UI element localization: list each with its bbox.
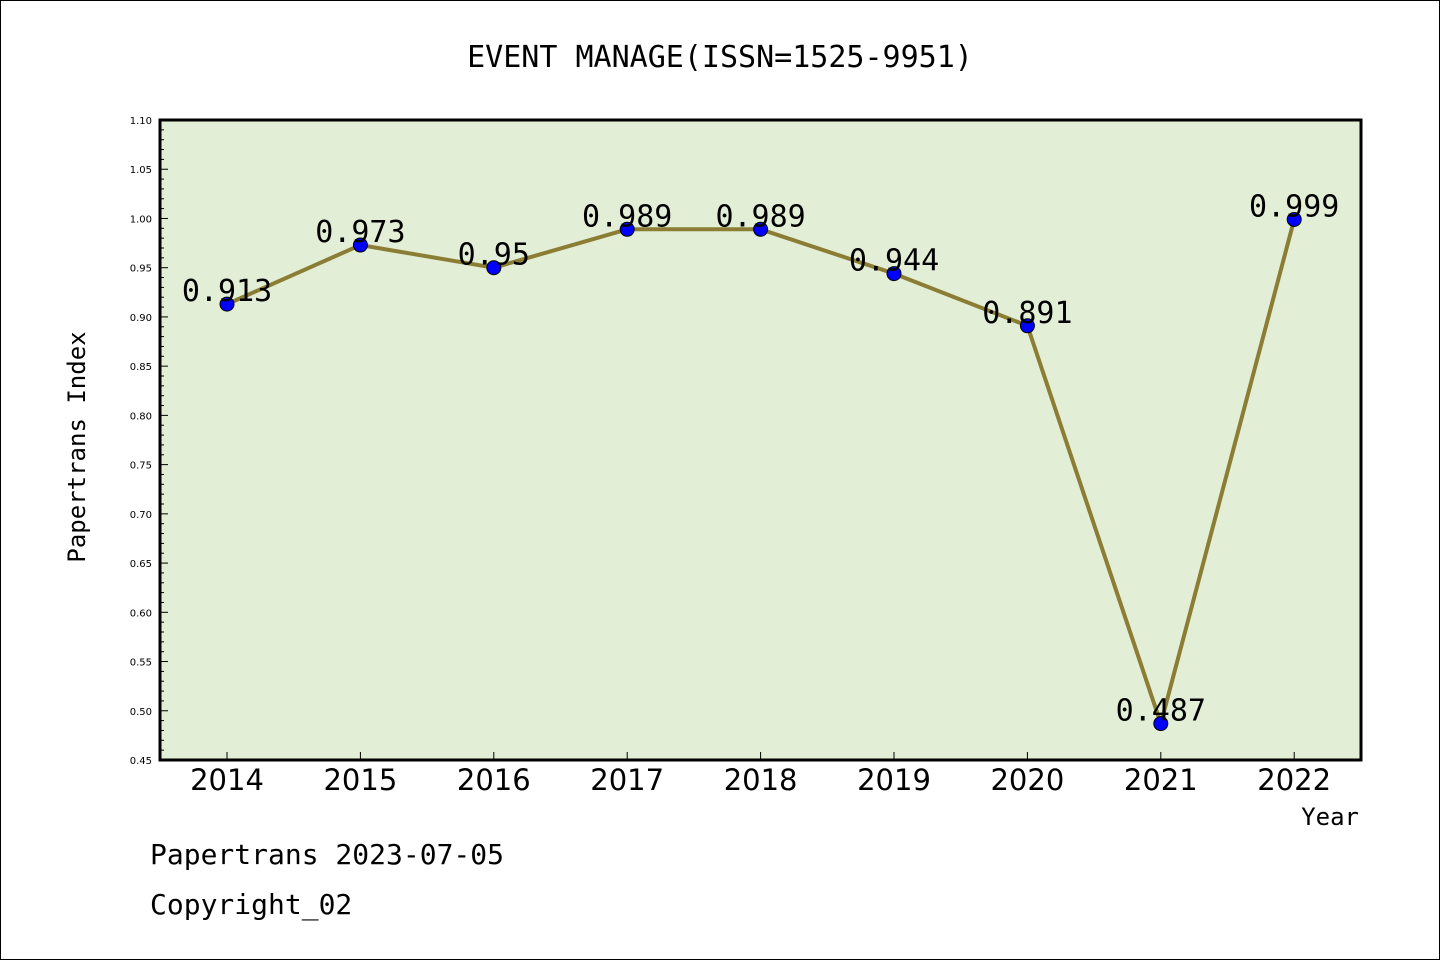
- footer-date: Papertrans 2023-07-05: [150, 838, 504, 871]
- y-tick-label: 1.10: [130, 116, 152, 127]
- x-tick-label: 2014: [190, 763, 264, 797]
- x-axis-label: Year: [1301, 803, 1359, 831]
- footer-copyright: Copyright_02: [150, 888, 352, 922]
- data-series: 0.913 0.973 0.95 0.989 0.989 0.944 0.891 0.487 0…: [182, 189, 1339, 732]
- y-tick-label: 0.90: [130, 313, 152, 324]
- data-point: [619, 221, 635, 237]
- plot-border: [158, 118, 1363, 762]
- data-label: 0.913: [182, 274, 272, 309]
- y-tick-label: 1.05: [130, 165, 152, 176]
- x-tick-label: 2018: [724, 763, 798, 797]
- x-tick-label: 2021: [1124, 763, 1198, 797]
- y-axis: 0.45 0.50 0.55 0.60 0.65 0.70 0.75 0.80 0.85 0.90…: [130, 116, 168, 767]
- y-tick-label: 0.80: [130, 411, 152, 422]
- y-tick-label: 0.70: [130, 510, 152, 521]
- x-tick-label: 2020: [990, 763, 1064, 797]
- data-point: [219, 296, 235, 312]
- data-point: [486, 260, 502, 276]
- y-tick-label: 0.75: [130, 461, 152, 472]
- data-point: [1019, 318, 1035, 334]
- y-tick-label: 0.55: [130, 658, 152, 669]
- data-label: 0.487: [1116, 694, 1206, 729]
- data-label: 0.989: [715, 199, 805, 234]
- data-label: 0.999: [1249, 189, 1339, 224]
- data-label: 0.973: [315, 215, 405, 250]
- y-tick-label: 1.00: [130, 214, 152, 225]
- data-label: 0.989: [582, 199, 672, 234]
- data-label: 0.95: [458, 238, 530, 273]
- y-tick-label: 0.45: [130, 756, 152, 767]
- x-tick-label: 2017: [590, 763, 664, 797]
- x-tick-label: 2019: [857, 763, 931, 797]
- x-tick-label: 2016: [457, 763, 531, 797]
- data-point: [352, 237, 368, 253]
- data-label: 0.891: [982, 296, 1072, 331]
- y-tick-label: 0.85: [130, 362, 152, 373]
- y-tick-label: 0.60: [130, 608, 152, 619]
- data-point: [886, 266, 902, 282]
- chart-title: EVENT MANAGE(ISSN=1525-9951): [467, 40, 973, 75]
- data-point: [753, 221, 769, 237]
- x-axis: 2014 2015 2016 2017 2018 2019 2020 2021 2022: [190, 752, 1331, 797]
- y-tick-label: 0.50: [130, 707, 152, 718]
- x-tick-label: 2022: [1257, 763, 1331, 797]
- y-tick-label: 0.65: [130, 559, 152, 570]
- data-label: 0.944: [849, 244, 939, 279]
- data-point: [1153, 716, 1169, 732]
- y-tick-label: 0.95: [130, 264, 152, 275]
- x-tick-label: 2015: [323, 763, 397, 797]
- data-point: [1286, 211, 1302, 227]
- y-axis-label: Papertrans Index: [63, 331, 91, 562]
